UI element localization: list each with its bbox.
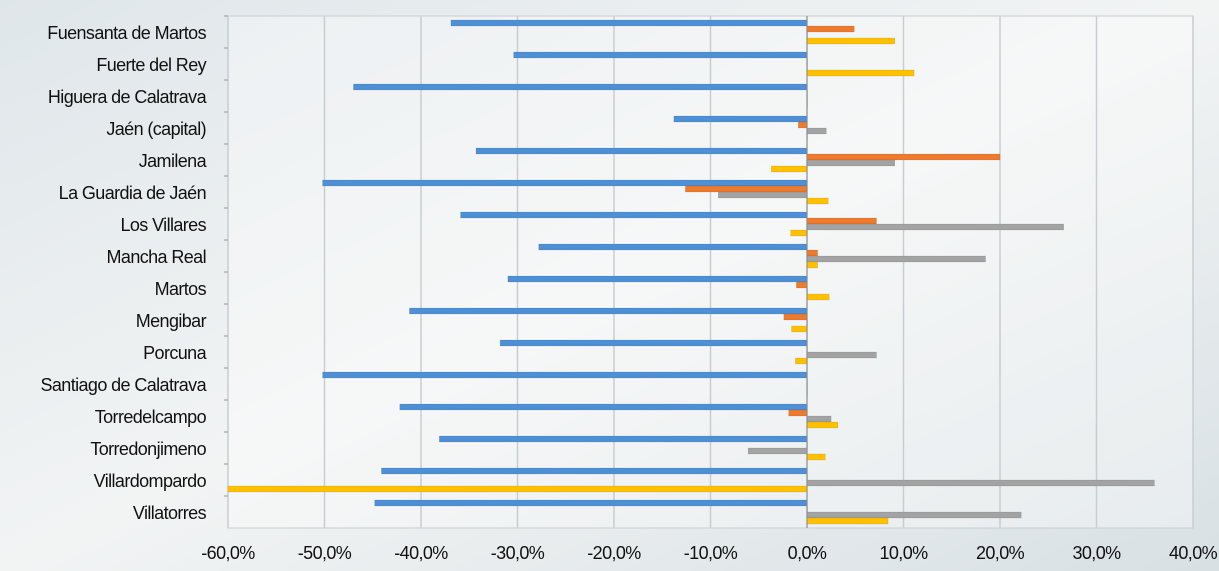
bar: [322, 179, 808, 187]
y-tick-label: Villatorres: [133, 503, 207, 523]
x-tick-label: 0,0%: [788, 543, 827, 563]
y-tick-label: Jamilena: [139, 151, 208, 171]
x-tick-label: -10,0%: [684, 543, 738, 563]
bar: [450, 19, 808, 27]
bar: [538, 243, 808, 251]
y-tick-label: Mengibar: [136, 311, 207, 331]
bar: [806, 293, 830, 301]
bar: [374, 499, 808, 507]
bar: [806, 415, 832, 423]
bar: [806, 249, 818, 257]
bar: [353, 83, 808, 91]
bar: [795, 357, 808, 365]
bar: [399, 403, 808, 411]
bar: [806, 261, 818, 269]
bar: [790, 229, 808, 237]
bar: [806, 255, 986, 263]
bar: [796, 281, 808, 289]
bar: [806, 37, 896, 45]
bar: [806, 197, 829, 205]
bar: [806, 223, 1064, 231]
x-tick-label: -60,0%: [201, 543, 255, 563]
bar: [806, 351, 877, 359]
x-tick-label: -50,0%: [298, 543, 352, 563]
bar: [717, 191, 808, 199]
y-tick-label: Higuera de Calatrava: [48, 87, 208, 107]
bar: [409, 307, 808, 315]
x-tick-label: 30,0%: [1072, 543, 1121, 563]
bar: [806, 421, 839, 429]
y-tick-label: Torredonjimeno: [90, 439, 206, 459]
bar: [806, 479, 1155, 487]
bar: [227, 485, 808, 493]
bar: [475, 147, 808, 155]
bar: [806, 511, 1022, 519]
bar: [673, 115, 808, 123]
bar: [460, 211, 808, 219]
y-tick-label: Villardompardo: [94, 471, 207, 491]
bar: [381, 467, 808, 475]
y-tick-label: Martos: [155, 279, 207, 299]
y-tick-label: Fuerte del Rey: [96, 55, 206, 75]
bar: [439, 435, 808, 443]
bar: [771, 165, 808, 173]
x-tick-label: 20,0%: [976, 543, 1025, 563]
x-tick-label: 40,0%: [1169, 543, 1218, 563]
bar: [806, 25, 855, 33]
bar: [322, 371, 808, 379]
bar: [783, 313, 808, 321]
bar: [499, 339, 808, 347]
x-tick-label: -30,0%: [491, 543, 545, 563]
y-tick-label: La Guardia de Jaén: [59, 183, 206, 203]
bar: [747, 447, 808, 455]
bar: [507, 275, 808, 283]
y-tick-label: Santiago de Calatrava: [40, 375, 207, 395]
x-tick-label: 10,0%: [879, 543, 928, 563]
bar: [798, 121, 808, 129]
y-tick-label: Los Villares: [120, 215, 206, 235]
bar: [806, 517, 889, 525]
y-tick-label: Jaén (capital): [106, 119, 206, 139]
y-tick-label: Mancha Real: [107, 247, 206, 267]
bar: [806, 153, 1001, 161]
x-tick-label: -40,0%: [394, 543, 448, 563]
y-tick-label: Porcuna: [143, 343, 207, 363]
bar: [806, 127, 827, 135]
bar: [685, 185, 808, 193]
bar: [513, 51, 808, 59]
y-tick-label: Fuensanta de Martos: [47, 23, 206, 43]
bar: [788, 409, 808, 417]
bar: [806, 69, 915, 77]
bar: [806, 159, 896, 167]
bar: [806, 453, 826, 461]
x-tick-label: -20,0%: [587, 543, 641, 563]
y-tick-label: Torredelcampo: [95, 407, 207, 427]
bar: [791, 325, 808, 333]
bar: [806, 217, 877, 225]
